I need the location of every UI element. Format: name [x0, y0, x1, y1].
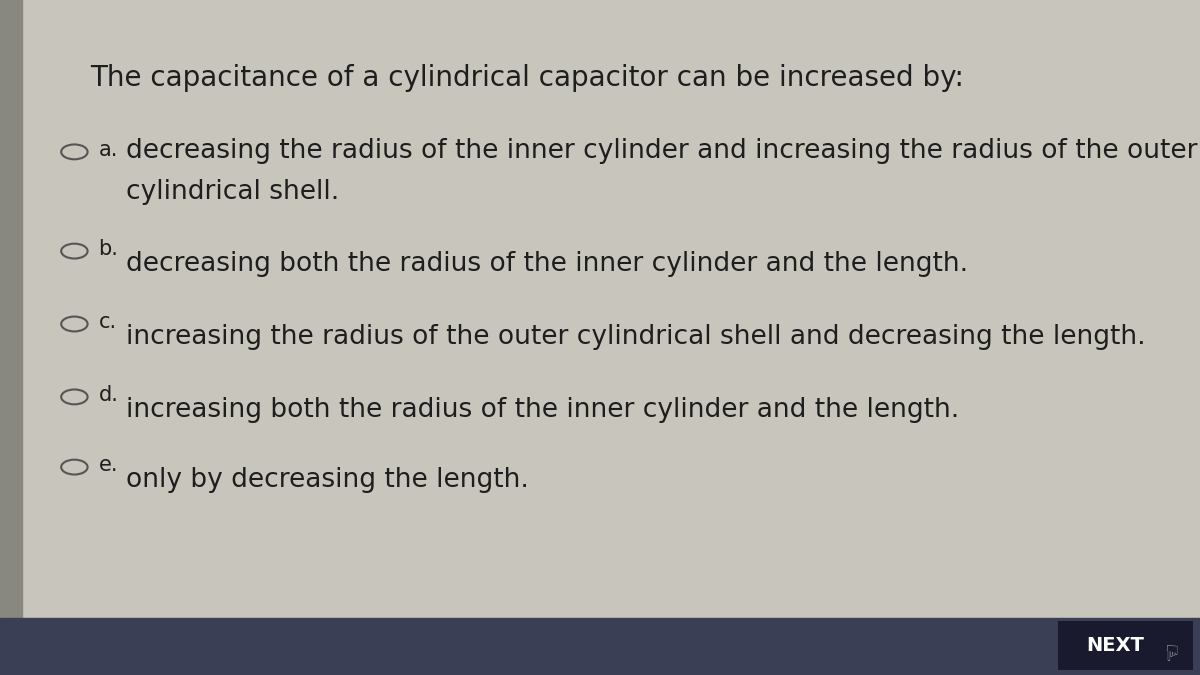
Text: a.: a. — [98, 140, 118, 160]
Bar — [0, 0, 22, 618]
Text: ☝: ☝ — [1163, 639, 1177, 659]
Text: d.: d. — [98, 385, 119, 405]
Text: decreasing both the radius of the inner cylinder and the length.: decreasing both the radius of the inner … — [126, 251, 968, 277]
Text: increasing both the radius of the inner cylinder and the length.: increasing both the radius of the inner … — [126, 397, 959, 423]
Text: e.: e. — [98, 455, 118, 475]
Text: decreasing the radius of the inner cylinder and increasing the radius of the out: decreasing the radius of the inner cylin… — [126, 138, 1198, 165]
Text: The capacitance of a cylindrical capacitor can be increased by:: The capacitance of a cylindrical capacit… — [90, 64, 964, 92]
Text: increasing the radius of the outer cylindrical shell and decreasing the length.: increasing the radius of the outer cylin… — [126, 324, 1146, 350]
Text: NEXT: NEXT — [1086, 636, 1144, 655]
Bar — [1058, 621, 1193, 670]
Text: c.: c. — [98, 312, 116, 332]
Text: b.: b. — [98, 239, 119, 259]
Text: only by decreasing the length.: only by decreasing the length. — [126, 467, 529, 493]
Text: cylindrical shell.: cylindrical shell. — [126, 179, 340, 205]
Bar — [0, 618, 1200, 675]
